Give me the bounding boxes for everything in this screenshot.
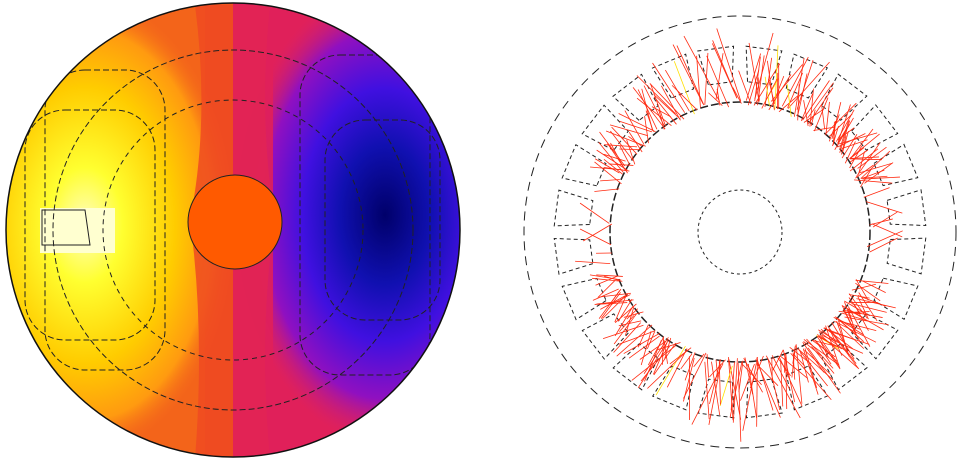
flux-vector	[656, 346, 685, 395]
flux-vector	[610, 131, 633, 161]
stator-slot	[887, 190, 926, 226]
stator-slot	[613, 74, 658, 120]
flux-vector	[730, 362, 742, 418]
flux-vector	[850, 134, 880, 159]
flux-vector	[866, 202, 902, 213]
flux-vector	[808, 83, 834, 118]
flux-vector	[749, 43, 759, 102]
flux-vector	[667, 348, 687, 387]
flux-vector	[872, 224, 903, 237]
flux-vector	[779, 96, 797, 112]
flux-vector	[869, 238, 897, 252]
stator-slot	[562, 145, 606, 186]
stator-slot	[652, 54, 693, 98]
stator-slot	[887, 238, 926, 274]
page: Field plots {} html, body { margin: 0; p…	[0, 0, 975, 459]
flux-vector	[673, 45, 703, 104]
flux-vector	[674, 61, 694, 114]
shaft	[698, 190, 782, 274]
stator-slot	[852, 105, 898, 150]
flux-vector	[757, 357, 758, 427]
flux-vector	[638, 342, 667, 387]
stator-slot	[554, 238, 593, 274]
flux-vector	[654, 94, 681, 119]
flux-vector	[850, 157, 879, 159]
page-body: (() => { JSON.parse(document.getElementB…	[0, 0, 975, 459]
stator-slot	[562, 278, 606, 319]
flux-vector	[829, 331, 869, 344]
flux-vector	[710, 359, 721, 404]
figure	[0, 0, 975, 459]
flux-vector	[650, 83, 684, 119]
flux-vector	[707, 56, 729, 107]
flux-vector	[604, 154, 626, 161]
flux-plot	[524, 16, 956, 448]
flux-vector	[855, 165, 873, 178]
flux-vector	[580, 229, 611, 245]
stator-slot	[874, 144, 918, 185]
flux-vector	[610, 125, 648, 136]
field-plot	[0, 0, 535, 459]
flux-vector	[619, 321, 641, 326]
flux-vector	[873, 212, 897, 227]
flux-vector	[713, 40, 737, 98]
flux-vector	[864, 188, 890, 198]
flux-vector	[624, 333, 660, 353]
flux-vector	[717, 29, 741, 102]
stator-slot	[874, 278, 918, 319]
stator-slot	[852, 314, 898, 359]
shaft	[188, 175, 282, 269]
flux-vector	[772, 358, 773, 381]
flux-vector	[858, 151, 864, 174]
flux-vector	[822, 105, 825, 130]
air-gap	[610, 102, 870, 362]
stator-slot	[698, 379, 734, 418]
flux-vector	[580, 203, 609, 223]
flux-vector	[654, 97, 676, 124]
flux-vector	[746, 54, 760, 101]
flux-vector	[594, 189, 619, 192]
